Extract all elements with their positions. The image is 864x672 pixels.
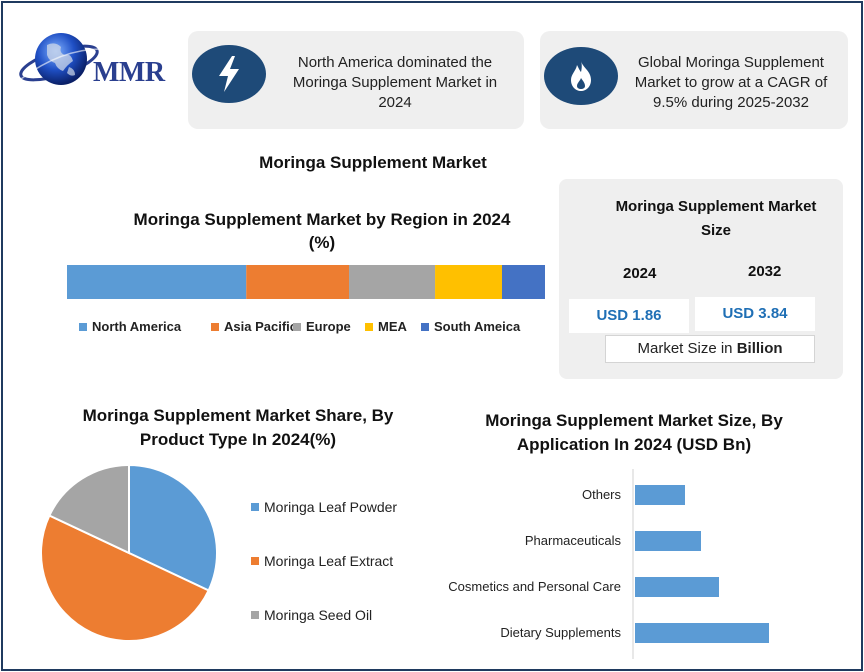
value-2032: USD 3.84 — [695, 297, 815, 331]
legend-label: Asia Pacific — [224, 319, 297, 334]
flame-icon — [544, 47, 618, 105]
application-bar-chart: Others Pharmaceuticals Cosmetics and Perso… — [448, 469, 769, 659]
product-type-pie — [40, 463, 218, 642]
region-legend-north-america: North America — [79, 319, 181, 334]
region-legend-europe: Europe — [293, 319, 351, 334]
region-stacked-bar — [67, 265, 545, 299]
region-chart-title: Moringa Supplement Market by Region in 2… — [133, 210, 511, 252]
mmr-logo: MMR — [17, 31, 177, 95]
bar-cosmetics-and-personal-care — [635, 577, 719, 597]
product-type-chart-title: Moringa Supplement Market Share, By Prod… — [82, 406, 394, 449]
legend-swatch — [365, 322, 373, 331]
bar-pharmaceuticals — [635, 531, 701, 551]
region-segment-europe — [349, 265, 436, 299]
highlight-card-cagr-text: Global Moringa Supplement Market to grow… — [634, 54, 828, 111]
highlight-card-region: North America dominated the Moringa Supp… — [188, 31, 524, 129]
region-legend-south-ameica: South Ameica — [421, 319, 520, 334]
legend-swatch — [79, 322, 87, 331]
legend-swatch — [211, 322, 219, 331]
region-segment-south-ameica — [501, 265, 545, 299]
legend-swatch — [421, 322, 429, 331]
lightning-icon — [192, 45, 266, 103]
pie-slice-moringa-leaf-powder — [128, 463, 218, 592]
year-2024-label: 2024 — [623, 265, 657, 282]
highlight-card-cagr: Global Moringa Supplement Market to grow… — [540, 31, 848, 129]
market-size-title: Moringa Supplement Market Size — [615, 198, 817, 239]
globe-icon — [19, 33, 102, 85]
value-2024: USD 1.86 — [569, 299, 689, 333]
bar-others — [635, 485, 685, 505]
legend-label: North America — [92, 319, 182, 334]
year-2032-label: 2032 — [748, 263, 782, 280]
pie-slice-moringa-leaf-extract — [40, 514, 210, 642]
region-segment-mea — [435, 265, 502, 299]
legend-swatch — [251, 611, 259, 619]
product-type-legend: Moringa Leaf Powder Moringa Leaf Extract M… — [251, 499, 451, 629]
legend-label: Moringa Leaf Powder — [264, 499, 398, 515]
region-legend: North America Asia Pacific Europe MEA South … — [79, 319, 549, 337]
legend-label: Moringa Seed Oil — [264, 607, 373, 623]
legend-label: Moringa Leaf Extract — [264, 553, 394, 569]
legend-label: MEA — [378, 319, 407, 334]
pie-legend-moringa-leaf-extract: Moringa Leaf Extract — [251, 553, 393, 569]
market-size-unit: Market Size in Billion — [605, 335, 815, 363]
application-chart-title: Moringa Supplement Market Size, By Appli… — [485, 411, 783, 454]
highlight-card-region-text: North America dominated the Moringa Supp… — [292, 54, 498, 111]
category-label-cosmetics-and-personal-care: Cosmetics and Personal Care — [448, 579, 621, 594]
main-title: Moringa Supplement Market — [259, 153, 487, 172]
logo-wordmark: MMR — [93, 57, 165, 88]
legend-swatch — [251, 503, 259, 511]
region-legend-mea: MEA — [365, 319, 407, 334]
pie-legend-moringa-leaf-powder: Moringa Leaf Powder — [251, 499, 397, 515]
legend-swatch — [293, 322, 301, 331]
category-label-dietary-supplements: Dietary Supplements — [500, 625, 621, 640]
category-label-others: Others — [582, 487, 622, 502]
legend-label: Europe — [306, 319, 351, 334]
pie-legend-moringa-seed-oil: Moringa Seed Oil — [251, 607, 372, 623]
pie-slice-moringa-seed-oil — [48, 463, 130, 555]
legend-swatch — [251, 557, 259, 565]
region-segment-asia-pacific — [246, 265, 350, 299]
category-label-pharmaceuticals: Pharmaceuticals — [525, 533, 622, 548]
region-legend-asia-pacific: Asia Pacific — [211, 319, 297, 334]
bar-dietary-supplements — [635, 623, 769, 643]
legend-label: South Ameica — [434, 319, 521, 334]
region-segment-north-america — [67, 265, 247, 299]
